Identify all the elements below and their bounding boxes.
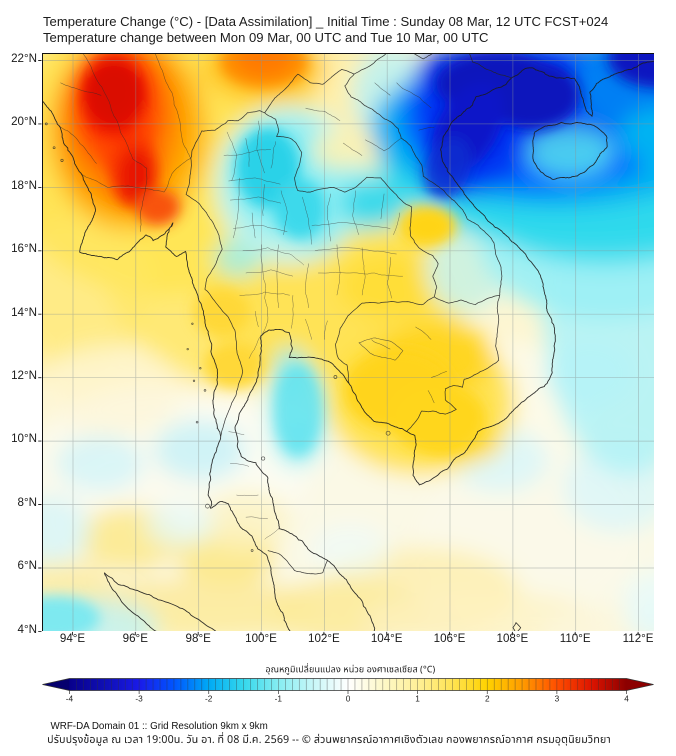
svg-text:0: 0 bbox=[346, 694, 351, 704]
svg-text:2: 2 bbox=[485, 694, 490, 704]
svg-text:-2: -2 bbox=[205, 694, 213, 704]
svg-text:4: 4 bbox=[624, 694, 629, 704]
svg-text:3: 3 bbox=[555, 694, 560, 704]
svg-text:-1: -1 bbox=[275, 694, 283, 704]
svg-text:-4: -4 bbox=[66, 694, 74, 704]
svg-text:1: 1 bbox=[415, 694, 420, 704]
svg-text:-3: -3 bbox=[135, 694, 143, 704]
